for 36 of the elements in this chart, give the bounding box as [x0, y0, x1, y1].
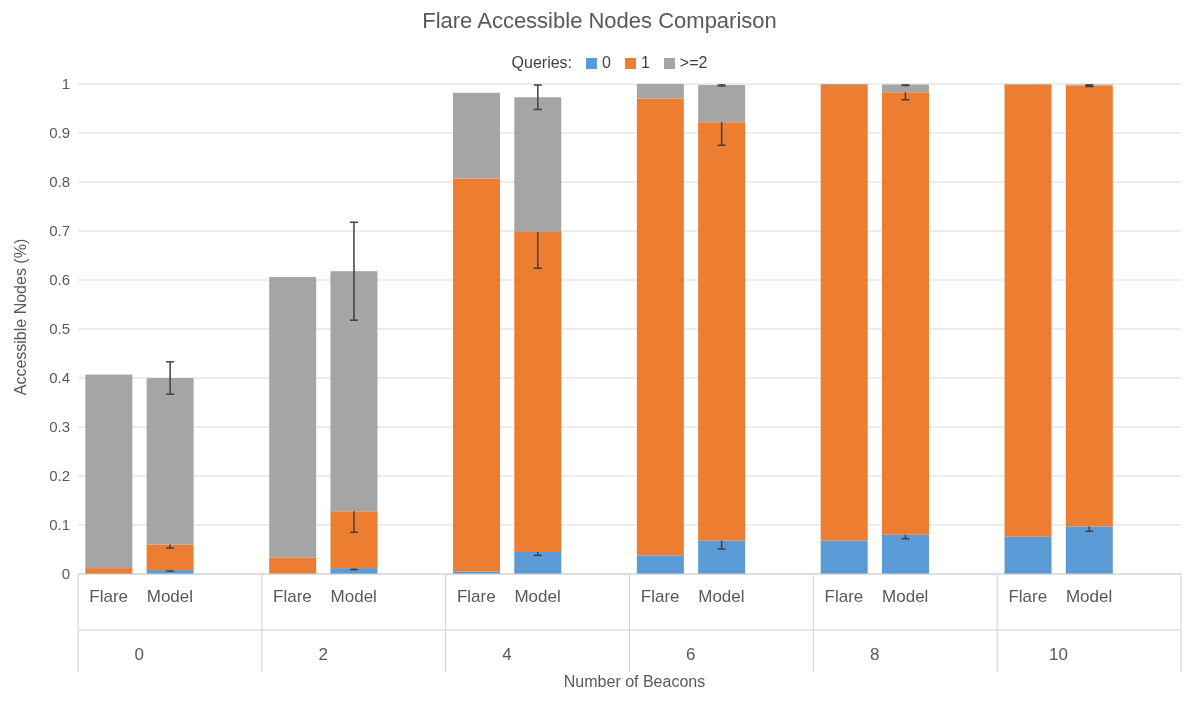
y-tick-label: 1	[61, 75, 70, 93]
y-tick-label: 0.1	[49, 516, 70, 534]
text: 2	[318, 645, 328, 664]
y-tick-label: 0.3	[49, 418, 70, 436]
x-tick-label: Model	[146, 587, 194, 606]
x-tick-label: Flare	[456, 587, 496, 606]
legend-title: Queries:	[511, 54, 573, 72]
y-tick-label: 0.2	[49, 467, 70, 485]
x-tick-label: Model	[882, 587, 929, 606]
x-tick-label: Model	[698, 587, 745, 606]
x-tick-label: Flare	[1008, 587, 1048, 606]
y-tick-label: 0.4	[49, 369, 70, 387]
y-tick-label: 0.7	[49, 222, 70, 240]
x-tick-label: Flare	[89, 587, 129, 606]
text: 4	[502, 645, 512, 664]
x-tick-label: Model	[1065, 587, 1113, 606]
legend-label: 0	[602, 54, 611, 72]
y-tick-label: 0.9	[49, 124, 70, 142]
y-tick-label: 0.5	[49, 320, 70, 338]
legend-label: >=2	[679, 54, 708, 72]
text: 10	[1048, 645, 1068, 664]
x-tick-label: Flare	[824, 587, 864, 606]
y-axis-title: Accessible Nodes (%)	[12, 238, 30, 395]
text: 6	[686, 645, 696, 664]
text: 0	[134, 645, 145, 664]
x-axis-title: Number of Beacons	[562, 673, 707, 691]
x-tick-label: Model	[330, 587, 377, 606]
x-tick-label: Flare	[273, 587, 312, 606]
y-tick-label: 0.6	[49, 271, 70, 289]
y-tick-label: 0	[61, 565, 70, 583]
text: 8	[869, 645, 880, 664]
y-tick-label: 0.8	[49, 173, 70, 191]
legend-label: 1	[640, 54, 650, 72]
chart-title: Flare Accessible Nodes Comparison	[421, 8, 778, 34]
x-tick-label: Flare	[640, 587, 680, 606]
x-tick-label: Model	[514, 587, 561, 606]
